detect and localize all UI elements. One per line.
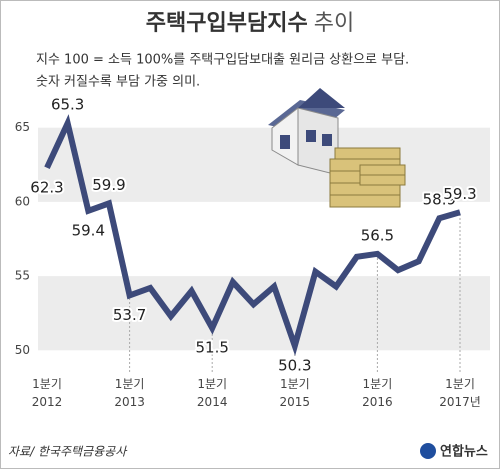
x-tick-label: 1분기 2015 xyxy=(280,377,311,409)
subtitle: 숫자 커질수록 부담 가중 의미. xyxy=(36,75,200,90)
house-illustration xyxy=(268,88,406,208)
chart-title: 주택구입부담지수 추이 xyxy=(146,11,354,36)
plot: 50 55 60 65 1분기 2012 1분기 2013 1분기 2014 1분기 2015 1분기 2… xyxy=(15,94,490,409)
data-label: 53.7 xyxy=(113,306,146,324)
x-tick-label: 1분기 2014 xyxy=(197,377,228,409)
subtitle: 지수 100 = 소득 100%를 주택구입담보대출 원리금 상환으로 부담. xyxy=(36,53,409,68)
data-label: 50.3 xyxy=(278,356,311,374)
data-label: 56.5 xyxy=(361,226,394,244)
data-label: 59.4 xyxy=(72,221,105,239)
data-label: 51.5 xyxy=(195,339,228,357)
x-tick-label: 1분기 2013 xyxy=(114,377,145,409)
data-label: 59.9 xyxy=(92,176,125,194)
y-tick-label: 50 xyxy=(15,343,30,357)
title-main: 주택구입부담지수 xyxy=(146,11,308,36)
band xyxy=(38,276,490,351)
data-label: 59.3 xyxy=(443,185,476,203)
series-line xyxy=(44,114,461,356)
y-tick-label: 60 xyxy=(15,194,30,208)
y-tick-label: 55 xyxy=(15,269,30,283)
y-tick-label: 65 xyxy=(15,120,30,134)
x-tick-label: 1분기 2016 xyxy=(362,377,393,409)
x-tick-label: 1분기 2017년 xyxy=(439,377,481,409)
band xyxy=(38,127,490,202)
data-label: 62.3 xyxy=(30,178,63,196)
logo: 연합뉴스 xyxy=(440,444,488,460)
data-label: 58.9 xyxy=(423,191,456,209)
logo-icon xyxy=(420,443,436,459)
title-suffix: 추이 xyxy=(314,11,354,36)
data-label: 65.3 xyxy=(51,96,84,114)
source: 자료/ 한국주택금융공사 xyxy=(8,445,128,459)
x-tick-label: 1분기 2012 xyxy=(32,377,63,409)
